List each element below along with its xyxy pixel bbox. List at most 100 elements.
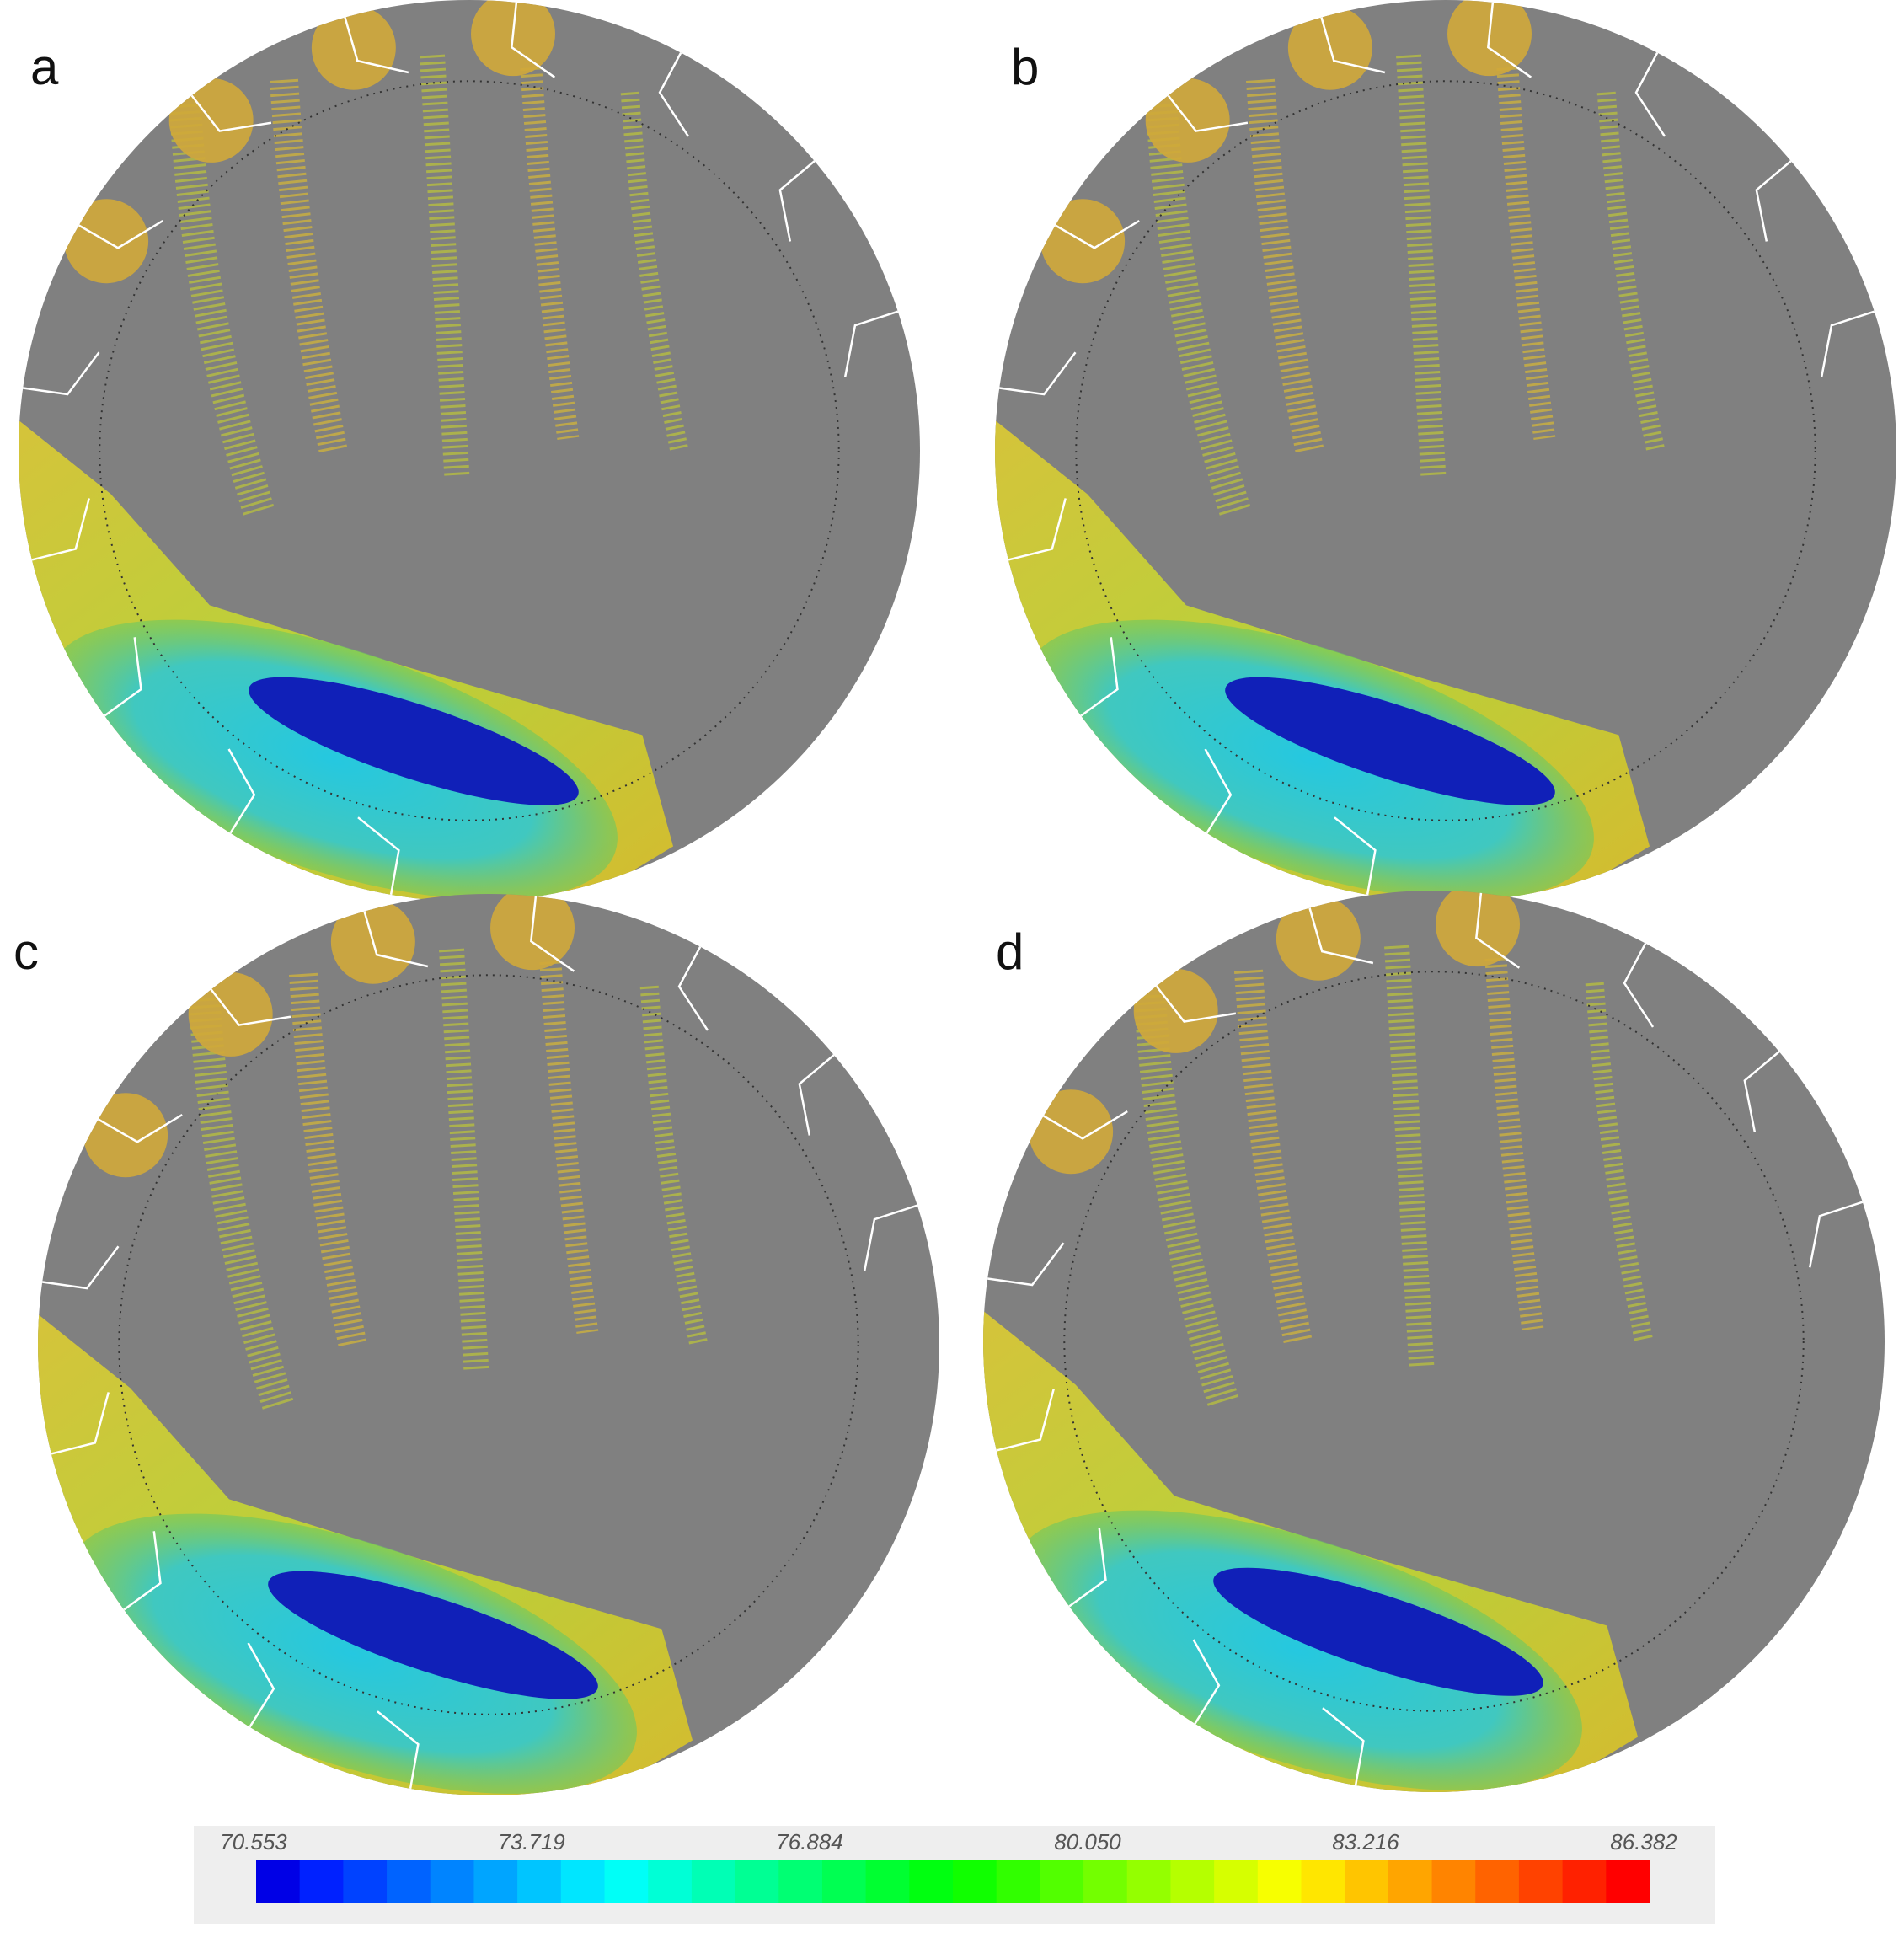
colorbar-swatch xyxy=(560,1860,605,1903)
lifter xyxy=(1755,160,1792,242)
colorbar-swatch xyxy=(1170,1860,1215,1903)
mill-panel xyxy=(983,891,1885,1792)
colorbar-swatch xyxy=(821,1860,867,1903)
lifter xyxy=(1322,1707,1365,1786)
lifter xyxy=(1043,1110,1128,1140)
colorbar-swatch xyxy=(256,1860,301,1903)
lifter xyxy=(98,1114,183,1143)
lifter xyxy=(1808,1201,1864,1268)
panel-label: b xyxy=(1011,39,1039,95)
colorbar-swatch xyxy=(865,1860,910,1903)
particle-stream xyxy=(639,985,709,1347)
lifter xyxy=(1334,816,1377,896)
lifter xyxy=(1192,1639,1221,1725)
bed-core xyxy=(49,619,618,900)
colorbar-swatch xyxy=(604,1860,649,1903)
dense-core xyxy=(1213,1567,1543,1696)
colorbar-label: 73.719 xyxy=(498,1829,565,1854)
lifter xyxy=(344,17,409,74)
mill-panel xyxy=(995,0,1896,902)
mill-panel xyxy=(38,894,939,1795)
colorbar-swatch xyxy=(1475,1860,1520,1903)
particle-stream xyxy=(1133,994,1239,1408)
lifter xyxy=(78,220,163,249)
particle-stream xyxy=(439,948,489,1371)
colorbar-swatch xyxy=(691,1860,736,1903)
lifter xyxy=(798,1054,835,1136)
colorbar-swatch xyxy=(517,1860,562,1903)
panel-label: d xyxy=(996,923,1024,980)
bed-core xyxy=(1014,1510,1582,1790)
colorbar-swatch xyxy=(735,1860,779,1903)
lifter xyxy=(1068,1528,1107,1608)
lifter xyxy=(1055,220,1140,249)
lifter xyxy=(996,1389,1055,1452)
lifter xyxy=(1167,94,1249,132)
inner-boundary xyxy=(99,80,840,821)
lifter xyxy=(778,160,816,242)
colorbar-swatch xyxy=(778,1860,823,1903)
lifter xyxy=(1487,2,1532,78)
colorbar-label: 80.050 xyxy=(1054,1829,1121,1854)
colorbar-swatch xyxy=(1518,1860,1564,1903)
lifter xyxy=(357,816,400,896)
particle-stream xyxy=(168,104,275,517)
colorbar-swatch xyxy=(343,1860,388,1903)
lifter xyxy=(1820,310,1875,377)
lifter xyxy=(999,351,1077,396)
colorbar-swatch xyxy=(1431,1860,1476,1903)
lifter xyxy=(42,1245,120,1290)
lifter xyxy=(1475,892,1521,969)
colorbar-swatch xyxy=(996,1860,1040,1903)
dense-core xyxy=(268,1571,598,1699)
colorbar-swatch xyxy=(953,1860,997,1903)
particle-stream xyxy=(620,91,689,453)
lifter xyxy=(511,2,556,78)
colorbar-swatch xyxy=(1345,1860,1389,1903)
lifter xyxy=(104,637,142,717)
lifter xyxy=(190,94,272,132)
lifter xyxy=(377,1710,420,1790)
colorbar-swatch xyxy=(473,1860,518,1903)
lifter xyxy=(677,946,709,1031)
lifter xyxy=(1204,748,1233,834)
particle-stream xyxy=(1145,104,1251,517)
lifter xyxy=(658,52,690,137)
bed-core xyxy=(1025,619,1594,900)
lifter xyxy=(1743,1051,1780,1132)
colorbar-swatch xyxy=(299,1860,344,1903)
colorbar-swatch xyxy=(1214,1860,1259,1903)
colorbar-swatch xyxy=(1040,1860,1084,1903)
lifter xyxy=(31,498,90,561)
lifter xyxy=(247,1642,275,1728)
bed-core xyxy=(68,1513,637,1794)
inner-boundary xyxy=(1063,971,1805,1712)
lifter xyxy=(1308,907,1374,965)
lifter xyxy=(1080,637,1119,717)
particle-stream xyxy=(1585,982,1654,1344)
lifter xyxy=(1623,943,1655,1028)
colorbar-swatch xyxy=(1257,1860,1302,1903)
inner-boundary xyxy=(118,974,859,1715)
colorbar-swatch xyxy=(1606,1860,1650,1903)
particle-stream xyxy=(1396,54,1447,477)
dense-core xyxy=(249,677,579,805)
lifter xyxy=(51,1392,110,1455)
lifter xyxy=(843,310,899,377)
particle-stream xyxy=(1384,945,1435,1367)
colorbar-swatch xyxy=(909,1860,954,1903)
lifter xyxy=(530,896,575,972)
colorbar-label: 86.382 xyxy=(1610,1829,1677,1854)
panel-label: c xyxy=(13,923,39,980)
lifter xyxy=(1155,985,1237,1023)
lifter xyxy=(987,1242,1065,1287)
particle-stream xyxy=(1596,91,1666,453)
dense-core xyxy=(1225,677,1555,805)
lifter xyxy=(863,1204,918,1271)
colorbar-swatch xyxy=(1301,1860,1345,1903)
lifter xyxy=(210,988,291,1026)
inner-boundary xyxy=(1075,80,1816,821)
colorbar-swatch xyxy=(1388,1860,1433,1903)
